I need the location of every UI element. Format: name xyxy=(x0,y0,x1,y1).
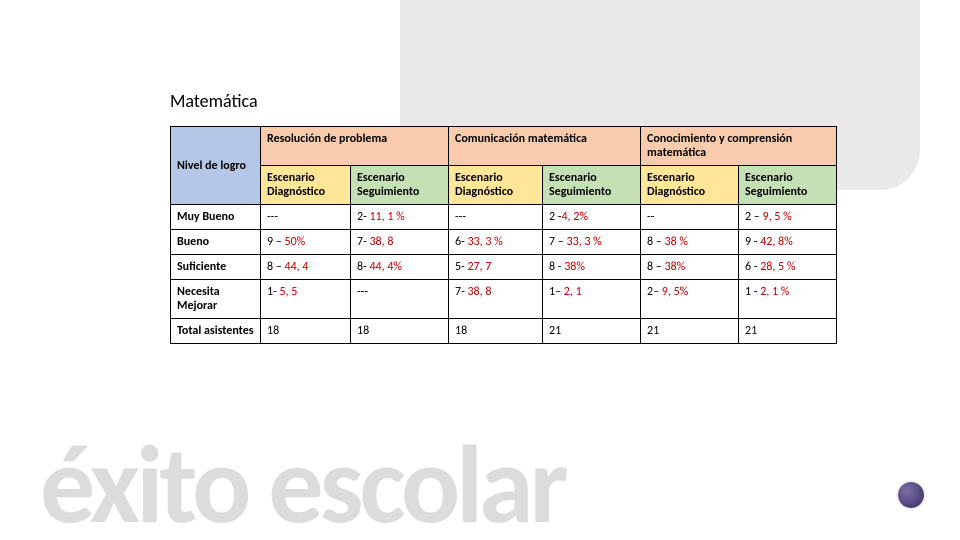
data-cell: 8- 44, 4% xyxy=(351,255,449,280)
highlight-value: 38% xyxy=(664,260,685,274)
data-cell: --- xyxy=(351,280,449,319)
row-label: Total asistentes xyxy=(171,319,261,344)
table-row: Muy Bueno---2- 11, 1 %---2 -4, 2%--2 – 9… xyxy=(171,205,837,230)
data-cell: --- xyxy=(449,205,543,230)
data-cell: 8 – 44, 4 xyxy=(261,255,351,280)
header-sub-diag: Escenario Diagnóstico xyxy=(641,166,739,205)
highlight-value: 50% xyxy=(284,235,305,249)
data-cell: -- xyxy=(641,205,739,230)
data-cell: 8 – 38 % xyxy=(641,230,739,255)
row-label: Muy Bueno xyxy=(171,205,261,230)
highlight-value: 11, 1 % xyxy=(369,210,404,224)
data-cell: 1- 5, 5 xyxy=(261,280,351,319)
data-cell: 8 - 38% xyxy=(543,255,641,280)
data-cell: 21 xyxy=(543,319,641,344)
data-cell: 2 – 9, 5 % xyxy=(739,205,837,230)
data-cell: 5- 27, 7 xyxy=(449,255,543,280)
header-cat-conocimiento: Conocimiento y comprensión matemática xyxy=(641,127,837,166)
row-label: Suficiente xyxy=(171,255,261,280)
data-cell: 2– 9, 5% xyxy=(641,280,739,319)
slide-content: Matemática Nivel de logro Resolución de … xyxy=(0,0,960,344)
highlight-value: 38, 8 xyxy=(467,285,491,299)
data-cell: 6 - 28, 5 % xyxy=(739,255,837,280)
data-cell: 18 xyxy=(449,319,543,344)
highlight-value: 5, 5 xyxy=(279,285,297,299)
data-cell: 18 xyxy=(351,319,449,344)
row-label: Necesita Mejorar xyxy=(171,280,261,319)
data-cell: 1– 2, 1 xyxy=(543,280,641,319)
table-row: Necesita Mejorar1- 5, 5---7- 38, 81– 2, … xyxy=(171,280,837,319)
highlight-value: 44, 4 xyxy=(284,260,308,274)
table-row: Bueno9 – 50%7- 38, 86- 33, 3 %7 – 33, 3 … xyxy=(171,230,837,255)
table-row: Suficiente8 – 44, 48- 44, 4%5- 27, 78 - … xyxy=(171,255,837,280)
data-cell: 18 xyxy=(261,319,351,344)
data-cell: 7 – 33, 3 % xyxy=(543,230,641,255)
highlight-value: 2, 1 xyxy=(564,285,582,299)
data-cell: 1 - 2, 1 % xyxy=(739,280,837,319)
data-cell: 7- 38, 8 xyxy=(351,230,449,255)
highlight-value: 9, 5% xyxy=(662,285,688,299)
header-sub-diag: Escenario Diagnóstico xyxy=(261,166,351,205)
highlight-value: 28, 5 % xyxy=(760,260,795,274)
decorative-dot xyxy=(898,482,924,508)
header-sub-seg: Escenario Seguimiento xyxy=(739,166,837,205)
table-row: Total asistentes181818212121 xyxy=(171,319,837,344)
highlight-value: 2, 1 % xyxy=(760,285,789,299)
data-cell: 9 – 50% xyxy=(261,230,351,255)
watermark-bottom: éxito escolar xyxy=(0,430,960,540)
data-cell: 21 xyxy=(641,319,739,344)
header-sub-seg: Escenario Seguimiento xyxy=(543,166,641,205)
data-cell: 2 -4, 2% xyxy=(543,205,641,230)
row-label: Bueno xyxy=(171,230,261,255)
data-cell: 2- 11, 1 % xyxy=(351,205,449,230)
data-cell: 9 - 42, 8% xyxy=(739,230,837,255)
highlight-value: 38, 8 xyxy=(369,235,393,249)
header-cat-comunicacion: Comunicación matemática xyxy=(449,127,641,166)
achievement-table: Nivel de logro Resolución de problema Co… xyxy=(170,126,837,344)
highlight-value: 38 % xyxy=(664,235,687,249)
highlight-value: 38% xyxy=(564,260,585,274)
data-cell: 6- 33, 3 % xyxy=(449,230,543,255)
data-cell: --- xyxy=(261,205,351,230)
page-title: Matemática xyxy=(170,90,960,112)
table-body: Muy Bueno---2- 11, 1 %---2 -4, 2%--2 – 9… xyxy=(171,205,837,344)
header-cat-resolucion: Resolución de problema xyxy=(261,127,449,166)
watermark-text: éxito escolar xyxy=(0,430,960,540)
highlight-value: 33, 3 % xyxy=(467,235,502,249)
header-nivel: Nivel de logro xyxy=(171,127,261,205)
header-sub-seg: Escenario Seguimiento xyxy=(351,166,449,205)
highlight-value: 4, 2% xyxy=(561,210,587,224)
highlight-value: 42, 8% xyxy=(760,235,793,249)
highlight-value: 27, 7 xyxy=(467,260,491,274)
data-cell: 8 – 38% xyxy=(641,255,739,280)
highlight-value: 33, 3 % xyxy=(566,235,601,249)
data-cell: 7- 38, 8 xyxy=(449,280,543,319)
highlight-value: 9, 5 % xyxy=(762,210,791,224)
data-cell: 21 xyxy=(739,319,837,344)
header-sub-diag: Escenario Diagnóstico xyxy=(449,166,543,205)
highlight-value: 44, 4% xyxy=(369,260,402,274)
